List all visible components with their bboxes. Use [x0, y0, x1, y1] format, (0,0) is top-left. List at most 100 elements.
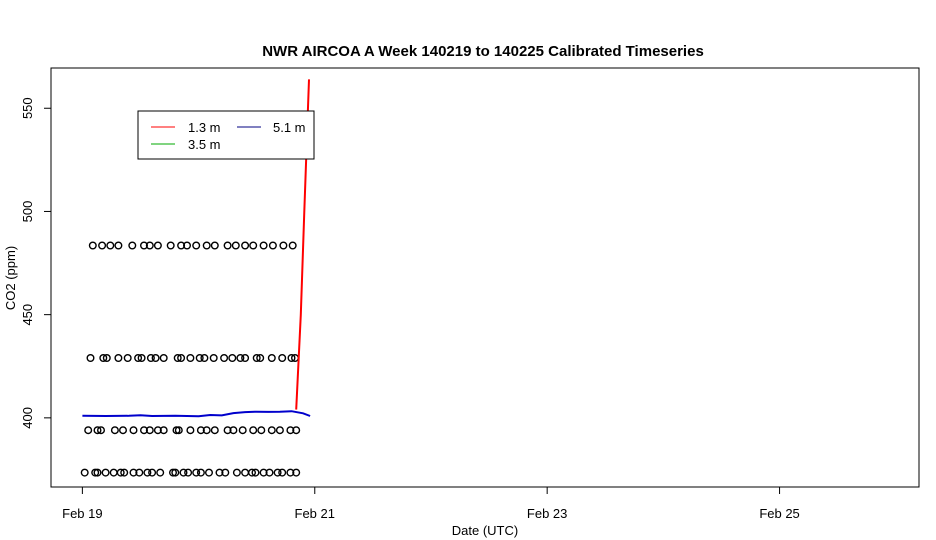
standard-marker: [174, 426, 183, 435]
standard-marker: [153, 241, 162, 250]
standard-marker: [238, 426, 247, 435]
standard-marker: [259, 241, 268, 250]
standard-marker: [195, 354, 204, 363]
standard-marker: [252, 354, 261, 363]
standard-marker: [202, 426, 211, 435]
standard-marker: [110, 426, 119, 435]
standard-marker: [135, 468, 144, 477]
standard-marker: [209, 354, 218, 363]
standard-marker: [286, 426, 295, 435]
standard-marker: [184, 468, 193, 477]
y-tick-label: 500: [20, 201, 35, 223]
standard-marker: [139, 426, 148, 435]
standard-marker: [287, 354, 296, 363]
standard-marker: [192, 241, 201, 250]
chart-title: NWR AIRCOA A Week 140219 to 140225 Calib…: [262, 43, 704, 60]
standard-marker: [228, 354, 237, 363]
standard-marker: [192, 468, 201, 477]
standard-marker: [196, 426, 205, 435]
standard-marker: [236, 354, 245, 363]
standard-marker: [223, 241, 232, 250]
standard-marker: [86, 354, 95, 363]
standard-marker: [231, 241, 240, 250]
standard-marker: [286, 468, 295, 477]
standard-marker: [221, 468, 230, 477]
legend: 1.3 m 3.5 m 5.1 m: [137, 110, 315, 160]
standard-marker: [265, 468, 274, 477]
x-axis: Feb 19 Feb 21 Feb 23 Feb 25: [62, 486, 800, 521]
standard-marker: [177, 241, 186, 250]
standard-marker: [102, 354, 111, 363]
standard-marker: [202, 241, 211, 250]
standard-marker: [179, 468, 188, 477]
standard-marker: [251, 468, 260, 477]
standard-marker: [279, 241, 288, 250]
standard-marker: [210, 241, 219, 250]
standard-marker: [168, 468, 177, 477]
standard-marker: [106, 241, 115, 250]
standard-marker: [101, 468, 110, 477]
standard-marker: [275, 426, 284, 435]
legend-box: [137, 110, 315, 160]
standard-marker: [196, 468, 205, 477]
standard-marker: [156, 468, 165, 477]
standard-marker: [143, 468, 152, 477]
x-tick-label: Feb 19: [62, 506, 102, 521]
standard-marker: [172, 426, 181, 435]
standard-marker: [139, 241, 148, 250]
standard-marker: [128, 241, 137, 250]
standard-marker: [278, 354, 287, 363]
standard-marker: [278, 468, 287, 477]
standard-marker: [137, 354, 146, 363]
y-axis: 400 450 500 550: [20, 97, 52, 429]
standard-marker: [166, 241, 175, 250]
standard-marker: [182, 241, 191, 250]
standard-marker: [267, 426, 276, 435]
standard-marker: [288, 241, 297, 250]
legend-label-3-5m: 3.5 m: [188, 137, 221, 152]
standard-marker: [145, 426, 154, 435]
standard-marker: [220, 354, 229, 363]
standard-marker: [204, 468, 213, 477]
standard-marker: [114, 354, 123, 363]
standard-marker: [292, 426, 301, 435]
standard-marker: [93, 426, 102, 435]
standard-marker: [259, 468, 268, 477]
standard-marker: [153, 426, 162, 435]
standard-marker: [116, 468, 125, 477]
legend-label-1-3m: 1.3 m: [188, 120, 221, 135]
standard-marker: [159, 354, 168, 363]
series-line-5-1-m: [82, 410, 311, 418]
standard-marker: [256, 354, 265, 363]
standard-marker: [241, 468, 250, 477]
standard-marker: [88, 241, 97, 250]
standard-marker: [91, 468, 100, 477]
standard-marker: [96, 426, 105, 435]
standard-marker: [84, 426, 93, 435]
standard-marker: [93, 468, 102, 477]
y-axis-label: CO2 (ppm): [3, 246, 18, 310]
legend-label-5-1m: 5.1 m: [273, 120, 306, 135]
standard-marker: [118, 426, 127, 435]
standard-marker: [273, 468, 282, 477]
standard-marker: [80, 468, 89, 477]
standard-marker: [114, 241, 123, 250]
standard-marker: [98, 241, 107, 250]
standard-marker: [186, 354, 195, 363]
standard-marker: [151, 354, 160, 363]
standard-marker: [177, 354, 186, 363]
standard-marker: [200, 354, 209, 363]
standard-marker: [241, 354, 250, 363]
standard-marker: [123, 354, 132, 363]
standard-marker: [223, 426, 232, 435]
standard-marker: [247, 468, 256, 477]
y-tick-label: 550: [20, 97, 35, 119]
standard-marker: [249, 241, 258, 250]
standard-marker: [249, 426, 258, 435]
standard-marker: [159, 426, 168, 435]
standard-marker: [129, 468, 138, 477]
standard-marker: [232, 468, 241, 477]
standard-marker: [215, 468, 224, 477]
standard-marker: [134, 354, 143, 363]
